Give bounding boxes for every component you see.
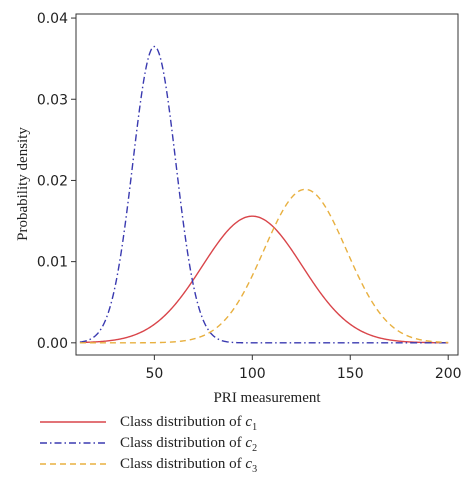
legend-swatch [40, 442, 106, 444]
y-tick-label: 0.02 [37, 173, 68, 189]
legend-item-c2: Class distribution of c2 [40, 433, 460, 454]
y-axis-label: Probability density [15, 127, 31, 241]
plot-frame [75, 13, 459, 356]
y-tick-label: 0.04 [37, 11, 68, 27]
x-tick-label: 200 [435, 366, 462, 382]
series-curves [79, 45, 449, 344]
legend-swatch [40, 463, 106, 465]
y-tick-label: 0.00 [37, 336, 68, 352]
legend-swatch [40, 421, 106, 423]
legend-label: Class distribution of c3 [120, 456, 258, 475]
legend-label: Class distribution of c2 [120, 435, 258, 454]
y-tick-label: 0.03 [37, 92, 68, 108]
x-tick-label: 50 [145, 366, 163, 382]
y-tick-label: 0.01 [37, 255, 68, 271]
legend-item-c1: Class distribution of c1 [40, 412, 460, 433]
x-tick-label: 100 [239, 366, 266, 382]
legend: Class distribution of c1 Class distributi… [40, 412, 460, 475]
pdf-chart: 50 100 150 200 0.00 0.01 0.02 0.03 0.04 PRI meas… [15, 11, 462, 406]
x-axis-label: PRI measurement [213, 390, 321, 406]
series-line-c2 [79, 45, 449, 344]
legend-label: Class distribution of c1 [120, 414, 258, 433]
axis-ticks: 50 100 150 200 0.00 0.01 0.02 0.03 0.04 [37, 11, 462, 382]
x-tick-label: 150 [337, 366, 364, 382]
series-line-c3 [79, 188, 449, 344]
legend-item-c3: Class distribution of c3 [40, 454, 460, 475]
series-line-c1 [79, 215, 449, 344]
